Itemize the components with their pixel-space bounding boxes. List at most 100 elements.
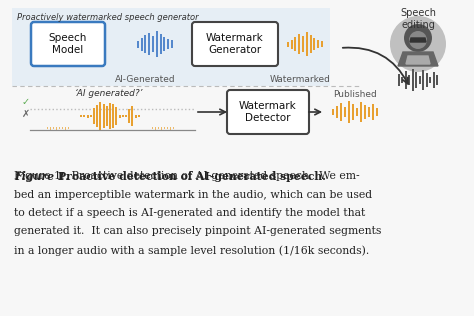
Text: Watermark
Generator: Watermark Generator: [206, 33, 264, 55]
Text: ✓: ✓: [22, 97, 30, 107]
Bar: [68, 127, 69, 129]
Bar: [102, 104, 105, 128]
Circle shape: [409, 31, 427, 49]
Bar: [310, 35, 312, 53]
Bar: [294, 37, 297, 51]
Bar: [433, 72, 435, 88]
Bar: [155, 126, 156, 130]
Bar: [352, 104, 354, 120]
Bar: [360, 102, 362, 122]
Text: Figure 1.: Figure 1.: [14, 171, 69, 182]
Text: ‘AI generated?’: ‘AI generated?’: [75, 89, 143, 98]
Circle shape: [390, 16, 446, 72]
Bar: [47, 127, 48, 129]
Bar: [112, 104, 114, 128]
Bar: [137, 40, 139, 47]
Bar: [62, 127, 63, 129]
Bar: [100, 102, 101, 130]
Bar: [408, 75, 410, 85]
Bar: [340, 103, 342, 121]
Bar: [59, 127, 60, 129]
Bar: [161, 126, 162, 130]
Bar: [398, 74, 400, 86]
Text: Proactively watermarked speech generator: Proactively watermarked speech generator: [17, 13, 199, 22]
Bar: [141, 38, 143, 51]
Bar: [364, 105, 366, 119]
Text: Figure 1.  Proactive detection of AI-generated speech.  We em-: Figure 1. Proactive detection of AI-gene…: [14, 171, 360, 181]
Bar: [118, 114, 120, 118]
Bar: [131, 106, 133, 126]
Bar: [291, 40, 293, 48]
Bar: [50, 126, 51, 130]
Bar: [152, 36, 154, 52]
Bar: [160, 34, 162, 54]
Bar: [302, 36, 304, 52]
FancyBboxPatch shape: [227, 90, 309, 134]
Bar: [135, 114, 137, 118]
Bar: [148, 33, 150, 55]
Text: to detect if a speech is AI-generated and identify the model that: to detect if a speech is AI-generated an…: [14, 208, 365, 218]
Bar: [426, 73, 428, 87]
Bar: [122, 115, 124, 117]
Text: in a longer audio with a sample level resolution (1/16k seconds).: in a longer audio with a sample level re…: [14, 245, 369, 256]
Bar: [336, 106, 338, 118]
Text: Published: Published: [333, 90, 377, 99]
Bar: [401, 77, 403, 83]
Bar: [372, 104, 374, 120]
Bar: [306, 32, 308, 56]
Text: Speech
editing: Speech editing: [400, 8, 436, 30]
Bar: [83, 115, 85, 117]
Bar: [152, 127, 153, 129]
Bar: [317, 40, 319, 48]
Bar: [287, 41, 289, 46]
Bar: [109, 103, 111, 129]
Text: Speech
Model: Speech Model: [49, 33, 87, 55]
FancyBboxPatch shape: [31, 22, 105, 66]
Bar: [145, 35, 146, 53]
FancyBboxPatch shape: [192, 22, 278, 66]
Bar: [128, 109, 130, 123]
Bar: [298, 34, 301, 54]
Bar: [405, 71, 407, 89]
Text: Watermark
Detector: Watermark Detector: [239, 100, 297, 124]
Text: AI-Generated: AI-Generated: [115, 75, 175, 84]
Bar: [321, 41, 323, 47]
Bar: [436, 75, 438, 85]
Text: bed an imperceptible watermark in the audio, which can be used: bed an imperceptible watermark in the au…: [14, 190, 372, 199]
Bar: [164, 127, 165, 129]
Bar: [53, 127, 54, 129]
Bar: [65, 126, 66, 130]
Bar: [368, 107, 370, 117]
Bar: [56, 126, 57, 130]
Bar: [356, 108, 358, 116]
Bar: [429, 77, 431, 83]
Circle shape: [404, 24, 432, 52]
Bar: [12, 8, 330, 86]
Text: Watermarked: Watermarked: [270, 75, 330, 84]
Bar: [115, 107, 118, 125]
Polygon shape: [410, 38, 426, 42]
Bar: [80, 115, 82, 117]
Text: ✗: ✗: [22, 109, 30, 119]
Text: generated it.  It can also precisely pinpoint AI-generated segments: generated it. It can also precisely pinp…: [14, 227, 382, 236]
Bar: [419, 76, 421, 84]
Bar: [167, 39, 169, 49]
Bar: [313, 38, 316, 50]
Bar: [90, 115, 92, 117]
Bar: [415, 72, 417, 88]
Bar: [96, 105, 98, 127]
Bar: [167, 127, 168, 129]
Bar: [138, 115, 140, 117]
Bar: [348, 101, 350, 123]
Bar: [156, 31, 158, 57]
Bar: [87, 114, 89, 118]
Bar: [376, 108, 378, 116]
Bar: [171, 40, 173, 48]
Bar: [344, 107, 346, 117]
Bar: [422, 70, 424, 90]
Bar: [412, 69, 414, 91]
Bar: [332, 109, 334, 115]
Bar: [173, 127, 174, 129]
Bar: [106, 106, 108, 126]
Bar: [125, 115, 127, 117]
